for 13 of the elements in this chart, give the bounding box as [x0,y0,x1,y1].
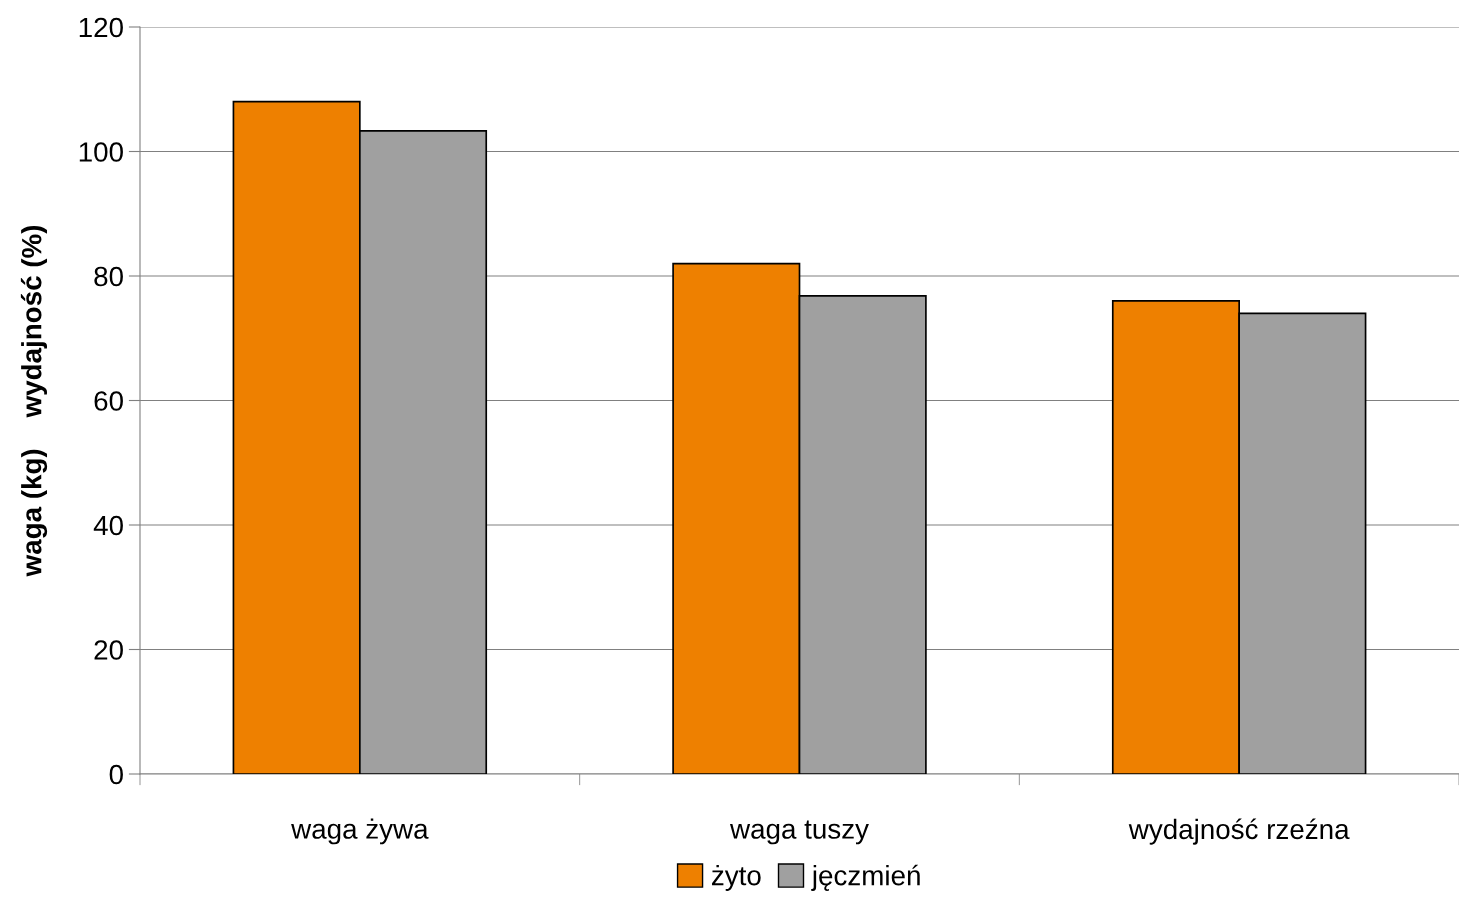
y-tick-label: 120 [79,17,123,38]
y-tick-label: 20 [94,640,123,660]
x-tick-label: wydajność rzeźna [1128,818,1350,845]
y-tick-label: 80 [94,266,123,287]
y-tick-label: 100 [79,142,123,162]
x-tick-label: waga tuszy [729,820,869,845]
y-tick-label: 60 [94,391,123,411]
legend-label: jęczmień [811,864,920,891]
x-tick-label: waga żywa [291,818,429,845]
legend-label: żyto [712,865,761,891]
y-tick-label: 40 [93,515,123,536]
y-tick-label: 0 [109,764,123,785]
y-axis-title: waga (kg) wydajność (%) [20,225,48,577]
